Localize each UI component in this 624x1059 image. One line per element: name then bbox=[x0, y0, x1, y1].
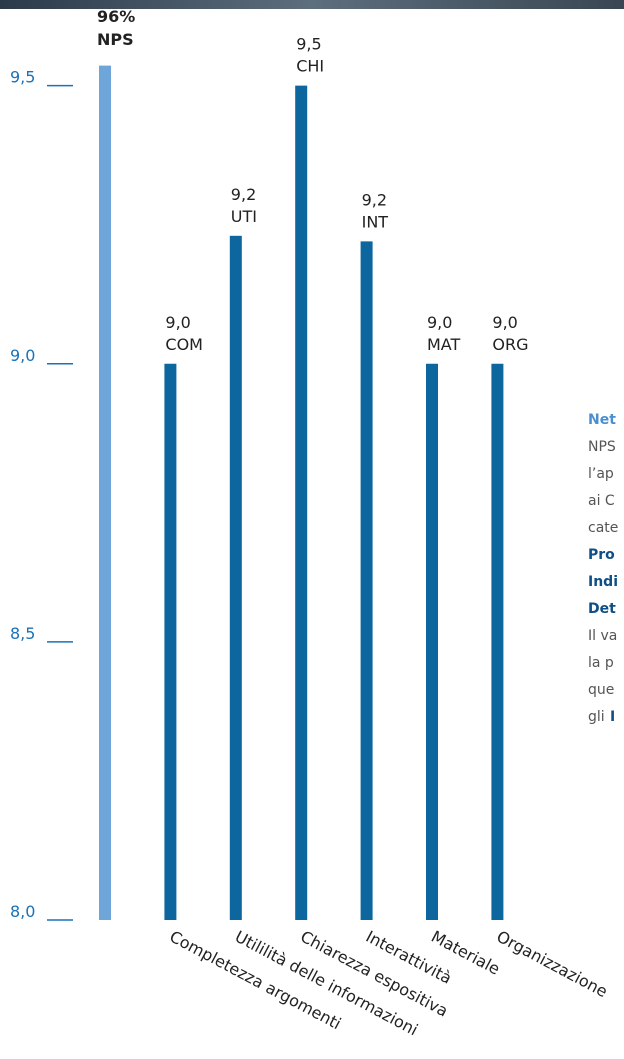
bar bbox=[229, 235, 242, 920]
note-line: la p bbox=[588, 655, 614, 671]
note-bold: Det bbox=[588, 601, 616, 617]
y-tick-label: 8,0 bbox=[10, 902, 35, 921]
note-line: que bbox=[588, 682, 614, 698]
note-line: l’ap bbox=[588, 466, 614, 482]
bar bbox=[164, 363, 177, 920]
note-line: cate bbox=[588, 520, 618, 536]
note-line: gli bbox=[588, 709, 605, 725]
bar-code: ORG bbox=[492, 335, 528, 354]
note-line: Il va bbox=[588, 628, 617, 644]
note-heading: Net bbox=[588, 412, 616, 428]
note-line: NPS bbox=[588, 439, 616, 455]
value-label: 9,5 bbox=[296, 35, 321, 54]
value-label: 9,0 bbox=[427, 313, 452, 332]
bar bbox=[99, 65, 111, 921]
value-label: 9,2 bbox=[231, 185, 256, 204]
value-label: 9,0 bbox=[492, 313, 517, 332]
bar-code: NPS bbox=[97, 30, 134, 49]
bar-code: MAT bbox=[427, 335, 461, 354]
y-tick-label: 9,5 bbox=[10, 68, 35, 87]
bar-code: UTI bbox=[231, 207, 257, 226]
y-tick-label: 8,5 bbox=[10, 624, 35, 643]
value-label: 96% bbox=[97, 7, 135, 26]
note-bold: I bbox=[610, 709, 615, 725]
bar-code: INT bbox=[362, 212, 389, 231]
bar-code: CHI bbox=[296, 57, 324, 76]
bar bbox=[295, 85, 308, 920]
bar bbox=[360, 241, 373, 920]
value-label: 9,2 bbox=[362, 190, 387, 209]
y-tick-label: 9,0 bbox=[10, 346, 35, 365]
header-photo bbox=[0, 0, 624, 9]
note-bold: Indi bbox=[588, 574, 618, 590]
x-tick-label: Organizzazione bbox=[494, 927, 611, 1001]
bar-code: COM bbox=[165, 335, 203, 354]
value-label: 9,0 bbox=[165, 313, 190, 332]
note-line: ai C bbox=[588, 493, 615, 509]
bar bbox=[491, 363, 504, 920]
note-bold: Pro bbox=[588, 547, 615, 563]
bar bbox=[426, 363, 438, 920]
